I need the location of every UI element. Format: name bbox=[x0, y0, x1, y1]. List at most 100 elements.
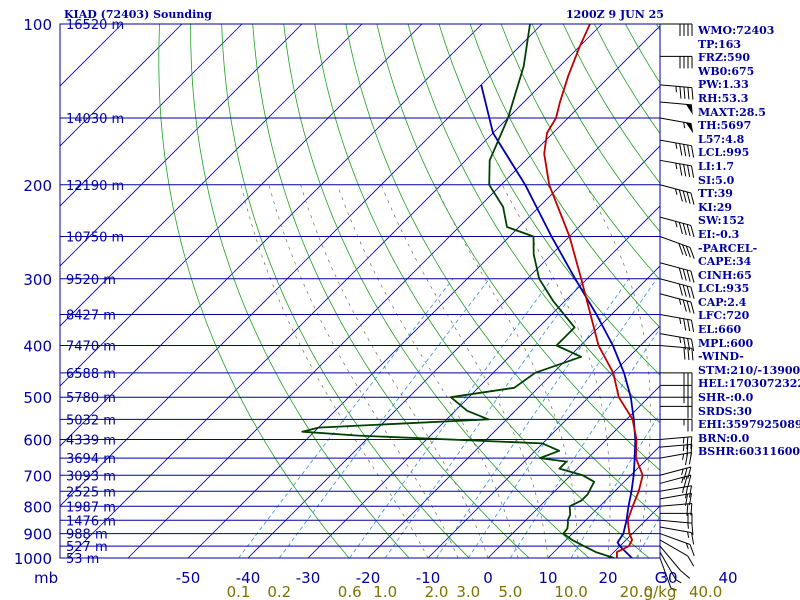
pressure-tick-label: 900 bbox=[23, 526, 52, 544]
temperature-tick-label: -30 bbox=[296, 569, 321, 587]
pressure-tick-label: 800 bbox=[23, 498, 52, 516]
chart-datetime: 1200Z 9 JUN 25 bbox=[566, 8, 664, 21]
index-line: WB0:675 bbox=[698, 64, 755, 78]
wind-barb-feather bbox=[679, 86, 682, 99]
wind-barb-feather bbox=[686, 224, 691, 237]
wind-barb bbox=[659, 216, 695, 238]
wind-barb bbox=[659, 101, 693, 115]
temperature-tick-label: -40 bbox=[236, 569, 261, 587]
wind-barb-feather bbox=[689, 544, 695, 556]
index-line: LFC:720 bbox=[698, 309, 750, 323]
wind-barb-half-feather bbox=[687, 531, 690, 538]
temperature-trace bbox=[543, 24, 644, 558]
height-label: 8427 m bbox=[66, 309, 116, 324]
wind-barb-staff bbox=[659, 436, 692, 441]
height-label: 1987 m bbox=[66, 500, 116, 515]
wind-barb-feather bbox=[679, 143, 683, 156]
wind-barb-feather bbox=[682, 268, 687, 281]
mixing-ratio-tick-label: 10.0 bbox=[554, 583, 587, 600]
wind-barb-feather bbox=[678, 267, 683, 280]
index-line: EL:660 bbox=[698, 323, 742, 337]
wind-barb-feather bbox=[690, 444, 693, 457]
pressure-tick-label: 300 bbox=[23, 271, 52, 289]
wind-barb bbox=[659, 466, 692, 480]
plot-frame bbox=[59, 23, 661, 559]
wind-barb-staff bbox=[659, 278, 692, 288]
wind-barb-half-feather bbox=[682, 437, 685, 444]
isotherm-line bbox=[547, 445, 660, 558]
wind-barb-feather bbox=[686, 437, 689, 450]
temperature-tick-label: 40 bbox=[718, 569, 737, 587]
isotherm-line bbox=[67, 24, 603, 558]
mixing-ratio-tick-label: 3.0 bbox=[456, 583, 480, 600]
pressure-tick-label: 400 bbox=[23, 338, 52, 356]
index-line: -PARCEL- bbox=[698, 241, 758, 255]
wind-barb-staff bbox=[659, 533, 691, 545]
wind-barb-feather bbox=[685, 245, 691, 258]
sounding-indices-panel: WMO:72403 TP:163 FRZ:590 WB0:675 PW:1.33 RH:5… bbox=[698, 24, 800, 459]
index-line: FRZ:590 bbox=[698, 51, 751, 65]
height-label: 16520 m bbox=[66, 18, 124, 33]
wind-barb-feather bbox=[687, 466, 692, 479]
wind-barb-feather bbox=[689, 247, 695, 259]
index-line: MPL:600 bbox=[698, 336, 754, 350]
wind-barb-half-feather bbox=[675, 163, 678, 170]
height-label: 53 m bbox=[66, 552, 99, 567]
height-label: 7470 m bbox=[66, 340, 116, 355]
wind-barb bbox=[659, 526, 695, 545]
wind-barb-feather bbox=[691, 145, 695, 158]
wind-barb-feather bbox=[682, 223, 687, 236]
isotherm-line bbox=[247, 145, 660, 558]
wind-barb-feather bbox=[691, 348, 694, 361]
wind-barb-feather bbox=[691, 532, 695, 545]
isotherm-line bbox=[60, 24, 483, 447]
dewpoint-trace bbox=[301, 24, 615, 558]
isotherm-line bbox=[127, 25, 660, 558]
index-line: TH:5697 bbox=[698, 119, 752, 133]
wind-barb bbox=[659, 159, 695, 178]
wind-barb-feather bbox=[686, 285, 691, 298]
wind-barb-pennant bbox=[685, 122, 694, 134]
wind-barb-half-feather bbox=[670, 587, 677, 591]
wind-barb-half-feather bbox=[683, 122, 686, 129]
wind-barb-feather bbox=[682, 284, 687, 297]
wind-barb-staff bbox=[659, 184, 692, 194]
wind-barb-staff bbox=[659, 314, 692, 321]
wind-barb-feather bbox=[686, 191, 691, 204]
index-line: STM:210/-1390022 bbox=[698, 363, 800, 377]
wind-barb bbox=[659, 117, 694, 134]
wind-barb bbox=[659, 533, 695, 556]
index-line: LI:1.7 bbox=[698, 159, 735, 173]
isotherm-line bbox=[60, 24, 543, 507]
profiles bbox=[301, 24, 644, 558]
wind-barb bbox=[659, 539, 695, 567]
wind-barb bbox=[659, 184, 695, 205]
wind-barb-feather bbox=[678, 222, 683, 235]
wind-barb-half-feather bbox=[678, 298, 682, 305]
wind-barb-feather bbox=[691, 87, 694, 100]
wind-barb-feather bbox=[687, 338, 691, 351]
moist-adiabat-line bbox=[380, 184, 549, 558]
wind-barb bbox=[660, 418, 693, 432]
mixing-ratio-tick-label: 2.0 bbox=[425, 583, 449, 600]
wind-barb-staff bbox=[659, 236, 691, 248]
wind-barb bbox=[659, 293, 695, 314]
wind-barb-staff bbox=[659, 485, 692, 492]
wind-barb bbox=[659, 139, 695, 158]
wind-barb-feather bbox=[679, 163, 683, 176]
index-line: SHR-:0.0 bbox=[698, 391, 754, 405]
wind-barb bbox=[660, 384, 693, 398]
wind-barb-staff bbox=[659, 557, 672, 589]
wind-barb bbox=[659, 314, 695, 332]
wind-barb-staff bbox=[659, 333, 692, 340]
wind-barb-feather bbox=[690, 286, 695, 299]
wind-barb-half-feather bbox=[681, 477, 684, 484]
wind-barb-staff bbox=[659, 519, 692, 524]
wind-barb-feather bbox=[690, 436, 693, 449]
pressure-tick-label: 100 bbox=[23, 16, 52, 34]
wind-barb-feather bbox=[683, 467, 688, 480]
temperature-tick-label: 20 bbox=[598, 569, 617, 587]
wind-barb-feather bbox=[682, 190, 687, 203]
wind-barb-feather bbox=[683, 318, 687, 331]
temperature-tick-label: 10 bbox=[538, 569, 557, 587]
